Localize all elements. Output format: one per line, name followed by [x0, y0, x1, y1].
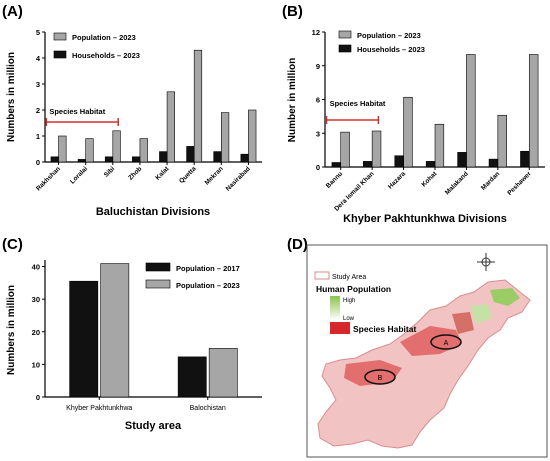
y-tick-label: 12: [312, 28, 320, 37]
bar: [104, 156, 114, 163]
y-tick-label: 10: [32, 360, 40, 369]
x-tick-label: Mardan: [480, 170, 501, 191]
bar: [488, 158, 499, 168]
bar: [100, 263, 130, 398]
legend-swatch: [145, 262, 171, 272]
y-tick-label: 0: [36, 158, 40, 167]
bar: [159, 151, 168, 163]
bar: [403, 96, 413, 168]
legend-label: Households – 2023: [357, 45, 425, 54]
panel-label: (C): [2, 236, 23, 253]
bar: [240, 153, 249, 163]
legend-swatch: [338, 44, 352, 53]
legend-swatch: [145, 279, 171, 289]
y-tick-label: 0: [316, 163, 320, 172]
legend-swatch: [338, 30, 352, 39]
y-tick-label: 3: [36, 80, 40, 89]
x-tick-label: Quetta: [178, 165, 198, 185]
y-tick-label: 5: [36, 28, 40, 37]
bar: [139, 138, 148, 163]
bar: [193, 49, 203, 163]
x-axis-label: Study area: [125, 420, 182, 432]
x-tick-label: Loralai: [69, 165, 89, 185]
bar: [434, 123, 445, 168]
bar: [166, 91, 175, 163]
bar: [77, 159, 86, 163]
x-axis-label: Khyber Pakhtunkhwa Divisions: [343, 213, 507, 225]
x-tick-label: Hazara: [387, 170, 407, 190]
y-axis-label: Numbers in million: [6, 285, 17, 375]
x-tick-label: Balochistan: [190, 405, 226, 412]
legend-label: Population – 2017: [176, 264, 240, 273]
bar: [248, 109, 257, 163]
bar: [394, 155, 404, 168]
y-tick-label: 2: [36, 106, 40, 115]
legend-label: Population – 2023: [72, 33, 136, 42]
x-tick-label: Khyber Pakhtunkhwa: [66, 405, 132, 412]
x-tick-label: Rakhshan: [35, 165, 62, 192]
bar: [177, 356, 207, 398]
bar: [497, 114, 507, 168]
bar: [69, 280, 99, 398]
x-tick-label: Mekran: [204, 165, 225, 186]
bar: [186, 146, 195, 163]
panel-label: (A): [2, 3, 23, 20]
y-tick-label: 0: [36, 393, 40, 402]
x-tick-label: Sibi: [103, 165, 117, 179]
x-tick-label: Bannu: [325, 170, 344, 189]
x-tick-label: Peshawer: [506, 170, 533, 197]
x-tick-label: Kohat: [420, 170, 439, 189]
x-tick-label: Zhob: [127, 165, 143, 181]
y-tick-label: 30: [32, 295, 40, 304]
legend-swatch: [53, 50, 67, 59]
y-tick-label: 40: [32, 263, 40, 272]
y-tick-label: 1: [36, 132, 40, 141]
bar: [371, 130, 382, 168]
bar: [213, 151, 222, 163]
x-tick-label: Nasirabad: [225, 165, 252, 192]
bar: [221, 112, 230, 163]
bar: [528, 54, 539, 168]
habitat-annotation: Species Habitat: [330, 99, 386, 108]
y-axis-label: Numbers in million: [6, 52, 17, 142]
legend-label: Population – 2023: [176, 281, 240, 290]
y-axis-label: Number in million: [287, 58, 298, 142]
y-tick-label: 6: [316, 96, 320, 105]
bar: [520, 150, 530, 168]
bar: [457, 152, 467, 168]
y-tick-label: 4: [36, 54, 41, 63]
panel-label: (B): [282, 3, 303, 20]
bar: [85, 138, 94, 163]
habitat-annotation: Species Habitat: [49, 107, 105, 116]
bar: [331, 162, 342, 168]
legend-label: Population – 2023: [357, 31, 421, 40]
legend-swatch: [53, 32, 67, 41]
bar: [340, 131, 350, 168]
x-axis-label: Baluchistan Divisions: [96, 206, 210, 218]
x-tick-label: Kalat: [154, 165, 171, 182]
bar: [50, 156, 59, 163]
legend-label: Households – 2023: [72, 51, 140, 60]
bar: [425, 161, 436, 168]
bar: [466, 54, 476, 168]
bar: [132, 156, 141, 163]
y-tick-label: 20: [32, 328, 40, 337]
bar: [363, 161, 373, 168]
bar: [208, 348, 238, 398]
x-tick-label: Malakand: [444, 170, 470, 196]
bar: [58, 135, 67, 163]
y-tick-label: 3: [316, 129, 320, 138]
y-tick-label: 9: [316, 62, 320, 71]
bar: [112, 130, 121, 163]
